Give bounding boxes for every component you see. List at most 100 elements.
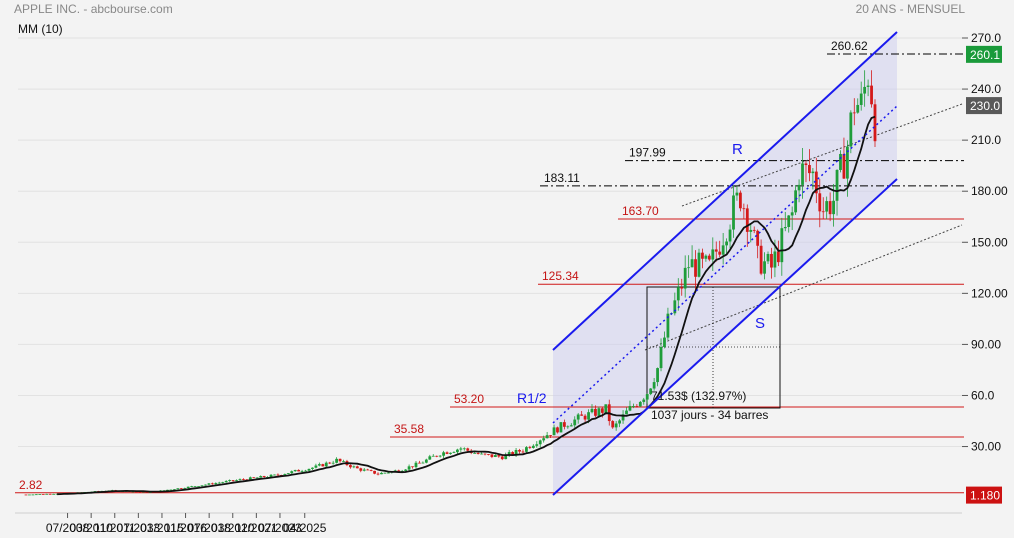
candle-body xyxy=(449,452,452,454)
candle-body xyxy=(569,425,573,427)
candle-body xyxy=(711,249,715,260)
candles xyxy=(24,70,877,496)
candle-body xyxy=(369,470,373,471)
candle-body xyxy=(362,469,366,471)
candle-body xyxy=(759,245,763,274)
candle-body xyxy=(694,259,697,277)
x-tick-label: 03/2015 xyxy=(140,521,184,535)
candle-body xyxy=(811,171,815,174)
candle-body xyxy=(666,313,670,338)
candle-body xyxy=(383,472,387,474)
candle-body xyxy=(456,449,459,453)
candle-body xyxy=(776,251,780,263)
price-levels: 2.82 35.58 53.20 125.34 163.70 183.11 197.99 26… xyxy=(15,39,964,494)
price-tag-label: 1.180 xyxy=(970,489,1000,503)
candle-body xyxy=(842,153,846,179)
candle-body xyxy=(635,406,639,407)
candle-body xyxy=(514,450,518,455)
price-tag xyxy=(966,97,1002,115)
candle-body xyxy=(697,252,701,277)
candle-body xyxy=(511,452,515,455)
y-tick-label: 120.00 xyxy=(971,286,1008,300)
candle-body xyxy=(714,249,718,252)
resistance-label: R xyxy=(732,141,743,158)
candle-body xyxy=(238,479,242,481)
candle-body xyxy=(311,467,314,469)
y-axis: 30.00 60.0 90.00 120.00 150.00 180.00 210.0 240… xyxy=(962,31,1008,454)
candle-body xyxy=(404,469,408,471)
candle-body xyxy=(355,466,359,469)
candle-body xyxy=(783,226,787,229)
candle-body xyxy=(41,494,45,495)
candle-body xyxy=(559,422,563,433)
candle-body xyxy=(725,241,728,246)
candle-body xyxy=(466,448,470,451)
x-tick-label: 03/2010 xyxy=(69,521,113,535)
y-tick-label: 270.0 xyxy=(971,31,1001,45)
candle-body xyxy=(680,287,684,289)
candle-body xyxy=(518,450,521,452)
y-tick-label: 210.0 xyxy=(971,133,1001,147)
candle-body xyxy=(849,112,853,147)
candle-body xyxy=(217,482,221,484)
price-tag xyxy=(966,486,1002,504)
grid xyxy=(15,37,962,514)
candle-body xyxy=(176,488,180,490)
candle-body xyxy=(248,477,252,480)
candle-body xyxy=(183,488,187,489)
candle-body xyxy=(538,440,542,445)
y-tick-label: 240.0 xyxy=(971,82,1001,96)
level-label: 163.70 xyxy=(622,204,659,218)
candle-body xyxy=(331,462,335,464)
candle-body xyxy=(652,382,656,389)
candle-body xyxy=(352,466,356,468)
candle-body xyxy=(304,470,307,472)
candle-body xyxy=(859,93,863,105)
indicator-label: MM (10) xyxy=(18,22,63,36)
candle-body xyxy=(794,190,798,213)
candle-body xyxy=(704,255,708,259)
candle-body xyxy=(583,415,587,420)
candle-body xyxy=(797,184,801,191)
candle-body xyxy=(687,267,691,269)
candle-body xyxy=(93,491,97,492)
candle-body xyxy=(625,410,628,415)
candle-body xyxy=(845,146,849,179)
chart-title: APPLE INC. - abcbourse.com xyxy=(14,2,173,16)
candle-body xyxy=(376,473,380,475)
y-tick-label: 90.00 xyxy=(971,337,1001,351)
candle-body xyxy=(359,468,363,471)
candle-body xyxy=(528,447,532,448)
candle-body xyxy=(749,229,753,232)
candle-body xyxy=(190,486,194,488)
x-tick-label: 07/2013 xyxy=(117,521,161,535)
candle-body xyxy=(138,491,142,493)
level-label: 197.99 xyxy=(629,146,666,160)
candle-body xyxy=(407,466,411,470)
candle-body xyxy=(418,462,421,464)
candle-body xyxy=(255,477,259,479)
candle-body xyxy=(473,452,477,454)
candle-body xyxy=(459,448,463,450)
candle-body xyxy=(52,493,56,495)
candle-body xyxy=(587,412,590,420)
candle-body xyxy=(445,452,449,454)
candle-body xyxy=(193,486,197,488)
candle-body xyxy=(507,452,511,455)
price-tags: 260.1 230.0 1.180 xyxy=(966,45,1002,504)
candle-body xyxy=(594,408,597,416)
measure-rect xyxy=(646,286,781,409)
candle-body xyxy=(438,455,442,457)
candle-body xyxy=(521,451,525,453)
candle-body xyxy=(221,482,225,484)
candle-body xyxy=(224,481,228,483)
candle-body xyxy=(545,435,549,439)
midline-label: R1/2 xyxy=(517,390,547,406)
candle-body xyxy=(411,466,414,468)
candle-body xyxy=(818,193,822,212)
candle-body xyxy=(490,454,494,457)
candle-body xyxy=(663,337,666,348)
candle-body xyxy=(562,422,566,427)
candle-body xyxy=(821,211,825,213)
